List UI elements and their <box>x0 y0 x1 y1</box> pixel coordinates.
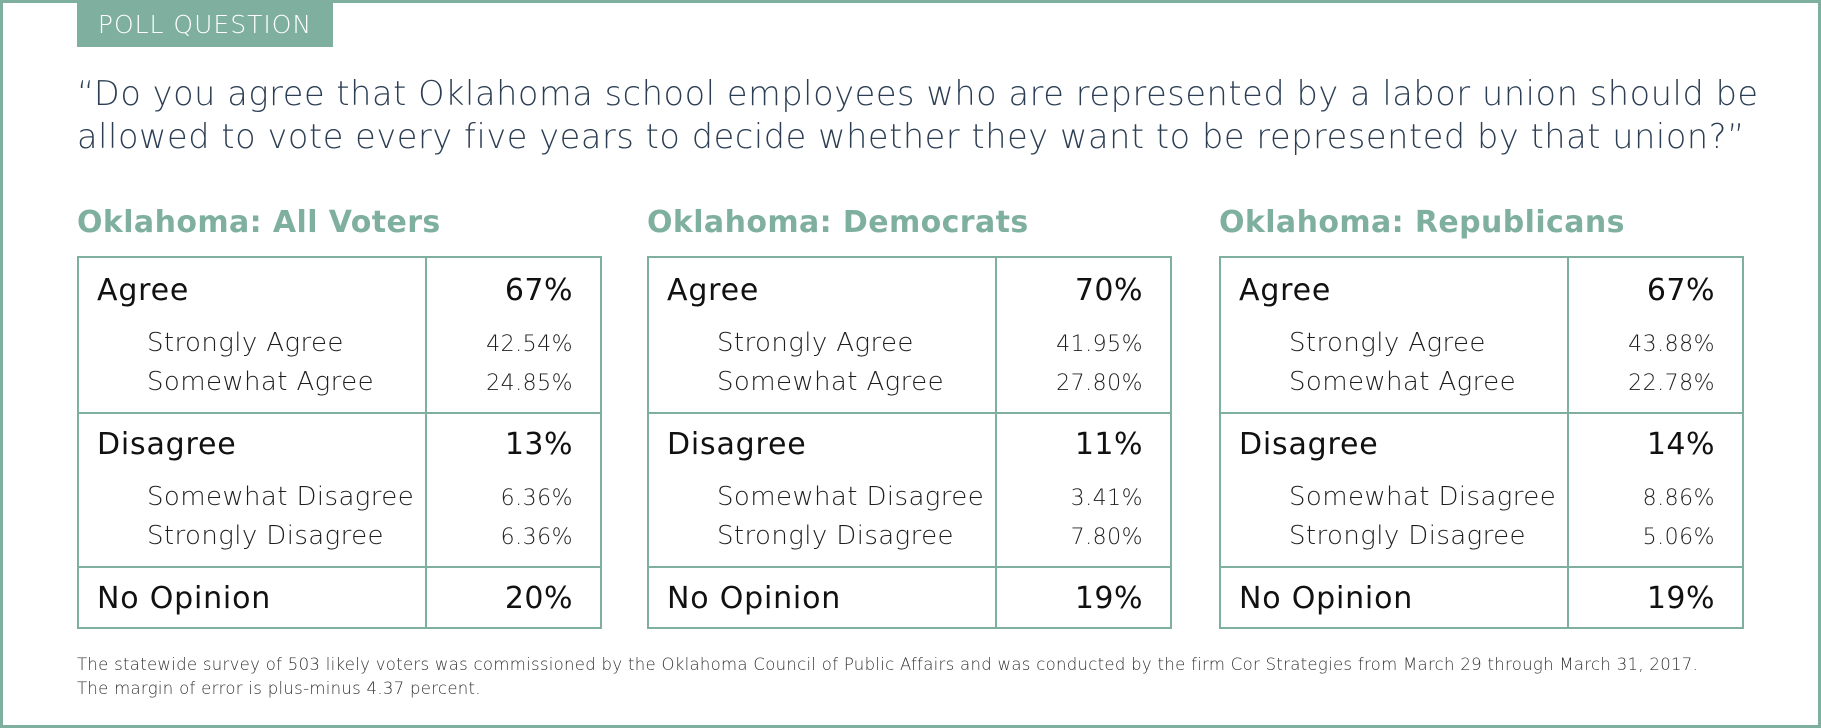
row-divider <box>79 412 600 414</box>
disagree-value: 14% <box>1646 427 1715 462</box>
column-divider <box>995 258 997 627</box>
disagree-value: 11% <box>1074 427 1143 462</box>
disagree-value: 13% <box>504 427 573 462</box>
disagree-label: Disagree <box>667 427 807 462</box>
poll-question-tag: POLL QUESTION <box>77 3 333 47</box>
results-table-democrats: Agree 70% Strongly Agree 41.95% Somewhat… <box>647 256 1172 629</box>
footnote-line-2: The margin of error is plus-minus 4.37 p… <box>77 679 481 698</box>
results-table-all-voters: Agree 67% Strongly Agree 42.54% Somewhat… <box>77 256 602 629</box>
somewhat-disagree-label: Somewhat Disagree <box>1289 482 1557 512</box>
panel-title-all-voters: Oklahoma: All Voters <box>77 205 441 240</box>
agree-value: 70% <box>1074 273 1143 308</box>
agree-value: 67% <box>504 273 573 308</box>
strongly-disagree-value: 7.80% <box>1070 525 1143 550</box>
somewhat-agree-value: 27.80% <box>1056 371 1143 396</box>
somewhat-agree-value: 22.78% <box>1628 371 1715 396</box>
no-opinion-value: 19% <box>1074 581 1143 616</box>
agree-label: Agree <box>667 273 760 308</box>
row-divider <box>1221 566 1742 568</box>
somewhat-agree-label: Somewhat Agree <box>1289 367 1516 397</box>
no-opinion-value: 19% <box>1646 581 1715 616</box>
somewhat-disagree-value: 8.86% <box>1642 486 1715 511</box>
results-table-republicans: Agree 67% Strongly Agree 43.88% Somewhat… <box>1219 256 1744 629</box>
row-divider <box>79 566 600 568</box>
column-divider <box>1567 258 1569 627</box>
row-divider <box>649 566 1170 568</box>
no-opinion-value: 20% <box>504 581 573 616</box>
somewhat-disagree-value: 6.36% <box>500 486 573 511</box>
strongly-agree-value: 42.54% <box>486 332 573 357</box>
no-opinion-label: No Opinion <box>667 581 842 616</box>
strongly-disagree-value: 5.06% <box>1642 525 1715 550</box>
disagree-label: Disagree <box>97 427 237 462</box>
panel-title-democrats: Oklahoma: Democrats <box>647 205 1029 240</box>
strongly-agree-value: 43.88% <box>1628 332 1715 357</box>
agree-label: Agree <box>97 273 190 308</box>
disagree-label: Disagree <box>1239 427 1379 462</box>
no-opinion-label: No Opinion <box>97 581 272 616</box>
somewhat-disagree-value: 3.41% <box>1070 486 1143 511</box>
question-text: “Do you agree that Oklahoma school emplo… <box>77 74 1759 156</box>
somewhat-agree-label: Somewhat Agree <box>147 367 374 397</box>
agree-label: Agree <box>1239 273 1332 308</box>
somewhat-agree-label: Somewhat Agree <box>717 367 944 397</box>
row-divider <box>649 412 1170 414</box>
footnote: The statewide survey of 503 likely voter… <box>77 653 1777 701</box>
column-divider <box>425 258 427 627</box>
strongly-disagree-value: 6.36% <box>500 525 573 550</box>
strongly-agree-label: Strongly Agree <box>147 328 344 358</box>
strongly-disagree-label: Strongly Disagree <box>147 521 384 551</box>
agree-value: 67% <box>1646 273 1715 308</box>
somewhat-disagree-label: Somewhat Disagree <box>717 482 985 512</box>
row-divider <box>1221 412 1742 414</box>
somewhat-agree-value: 24.85% <box>486 371 573 396</box>
footnote-line-1: The statewide survey of 503 likely voter… <box>77 655 1699 674</box>
strongly-agree-label: Strongly Agree <box>1289 328 1486 358</box>
somewhat-disagree-label: Somewhat Disagree <box>147 482 415 512</box>
strongly-disagree-label: Strongly Disagree <box>717 521 954 551</box>
strongly-agree-value: 41.95% <box>1056 332 1143 357</box>
no-opinion-label: No Opinion <box>1239 581 1414 616</box>
strongly-disagree-label: Strongly Disagree <box>1289 521 1526 551</box>
strongly-agree-label: Strongly Agree <box>717 328 914 358</box>
panel-title-republicans: Oklahoma: Republicans <box>1219 205 1625 240</box>
